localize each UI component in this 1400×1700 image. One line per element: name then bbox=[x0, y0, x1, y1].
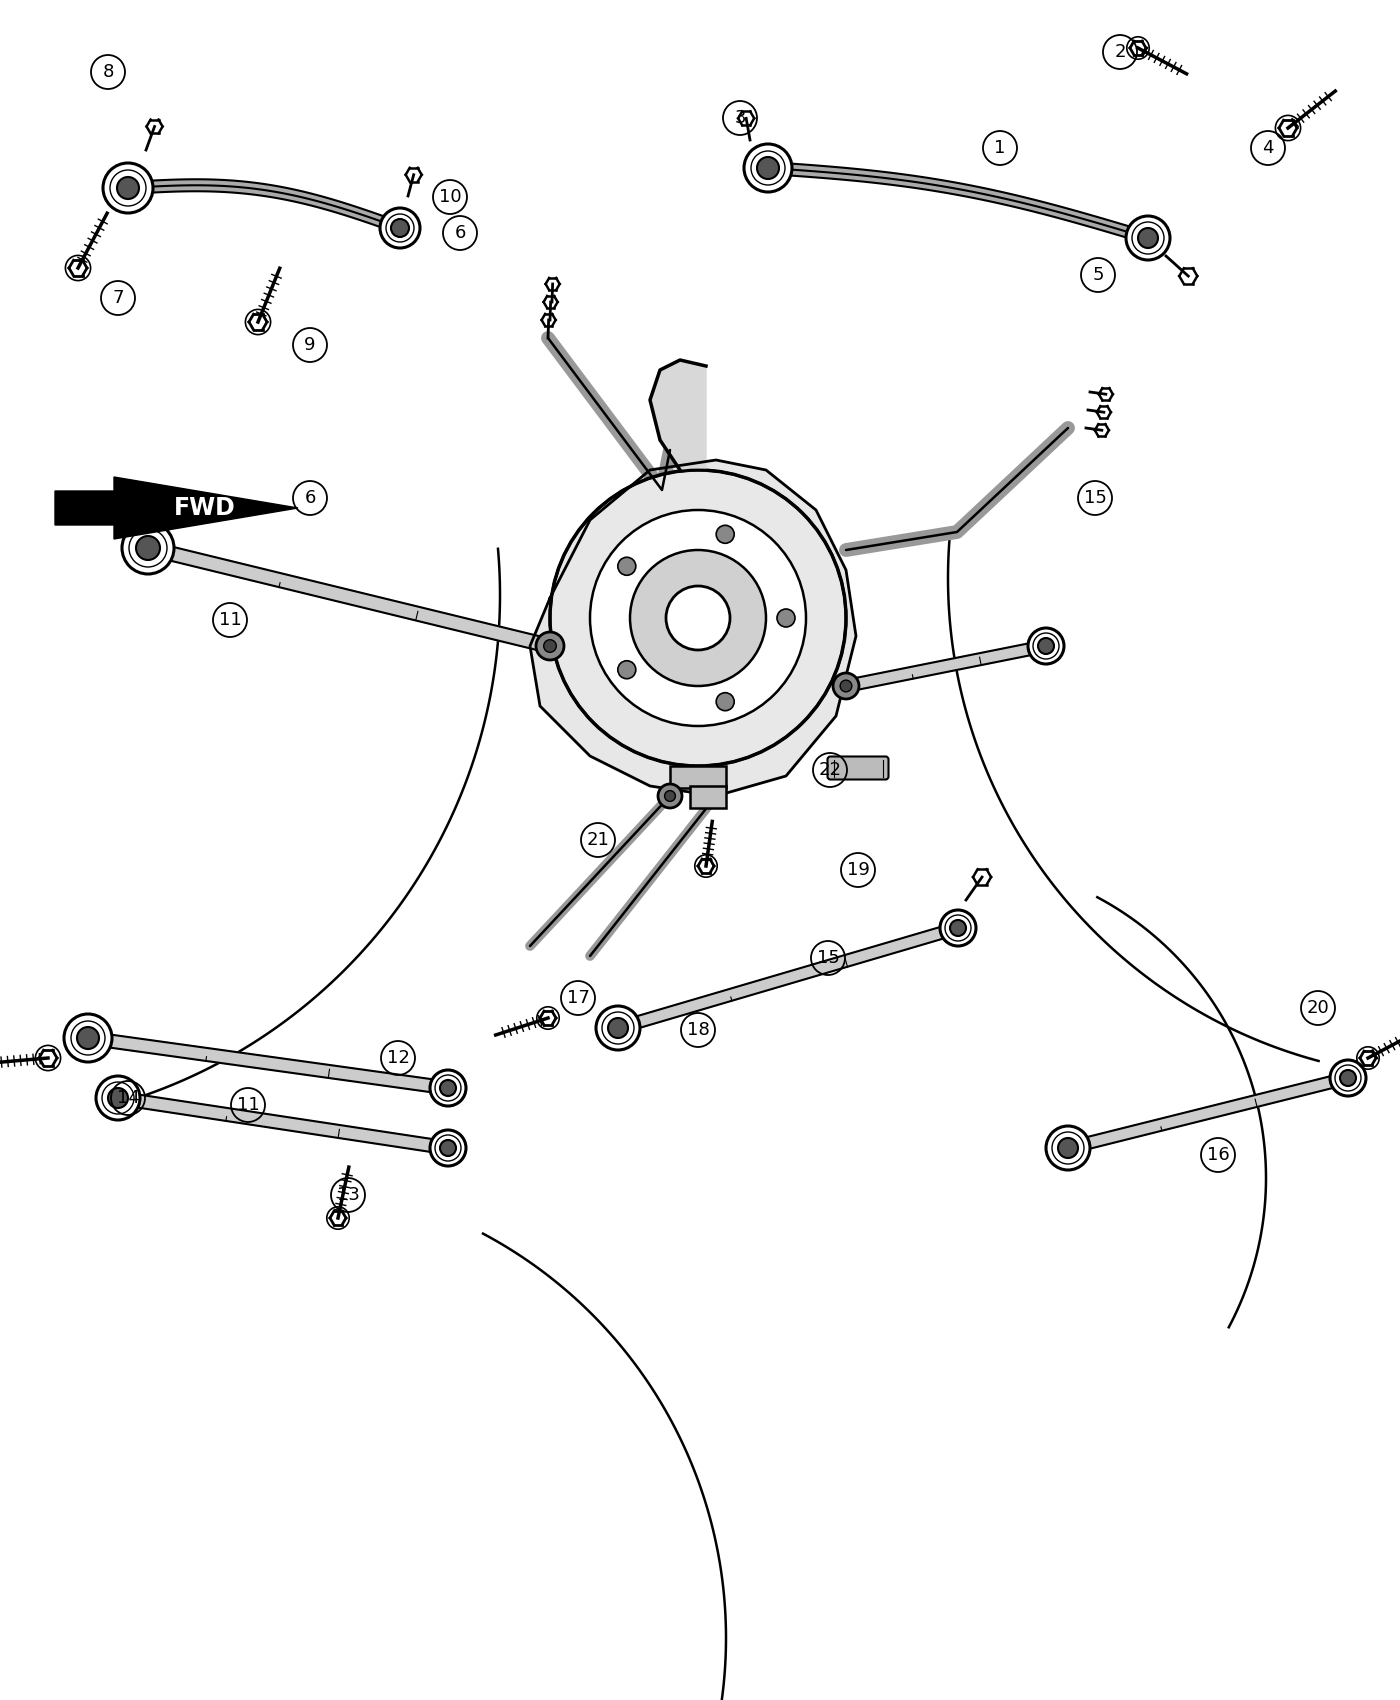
Circle shape bbox=[440, 1141, 456, 1156]
Polygon shape bbox=[147, 541, 552, 653]
Text: 15: 15 bbox=[816, 949, 840, 967]
Text: 13: 13 bbox=[336, 1187, 360, 1204]
Circle shape bbox=[608, 1018, 629, 1039]
Text: 7: 7 bbox=[112, 289, 123, 308]
FancyBboxPatch shape bbox=[671, 767, 727, 789]
Polygon shape bbox=[87, 1032, 449, 1095]
Circle shape bbox=[939, 910, 976, 945]
Text: 19: 19 bbox=[847, 860, 869, 879]
Text: 3: 3 bbox=[734, 109, 746, 127]
Polygon shape bbox=[844, 641, 1047, 692]
Polygon shape bbox=[118, 1091, 449, 1154]
Circle shape bbox=[122, 522, 174, 575]
Circle shape bbox=[951, 920, 966, 937]
Circle shape bbox=[617, 661, 636, 678]
Circle shape bbox=[430, 1130, 466, 1166]
Text: 8: 8 bbox=[102, 63, 113, 82]
Circle shape bbox=[717, 692, 734, 711]
Text: 12: 12 bbox=[386, 1049, 409, 1068]
FancyBboxPatch shape bbox=[690, 785, 727, 808]
Circle shape bbox=[118, 177, 139, 199]
Circle shape bbox=[1037, 638, 1054, 654]
Polygon shape bbox=[531, 461, 855, 796]
Circle shape bbox=[757, 156, 778, 178]
Circle shape bbox=[617, 558, 636, 575]
Polygon shape bbox=[1067, 1073, 1350, 1154]
Text: 11: 11 bbox=[237, 1096, 259, 1114]
Text: 16: 16 bbox=[1207, 1146, 1229, 1165]
Circle shape bbox=[543, 639, 556, 653]
Circle shape bbox=[717, 525, 734, 544]
Text: 21: 21 bbox=[587, 831, 609, 848]
Circle shape bbox=[1126, 216, 1170, 260]
Text: 15: 15 bbox=[1084, 490, 1106, 507]
Polygon shape bbox=[55, 478, 298, 539]
Circle shape bbox=[1340, 1069, 1357, 1086]
Polygon shape bbox=[650, 360, 706, 469]
Text: 11: 11 bbox=[218, 610, 241, 629]
Polygon shape bbox=[616, 921, 959, 1034]
Text: 6: 6 bbox=[455, 224, 466, 241]
Circle shape bbox=[1046, 1125, 1091, 1170]
Circle shape bbox=[658, 784, 682, 808]
Text: 22: 22 bbox=[819, 762, 841, 779]
Circle shape bbox=[440, 1080, 456, 1096]
Circle shape bbox=[630, 551, 766, 687]
Circle shape bbox=[536, 632, 564, 660]
Circle shape bbox=[136, 536, 160, 559]
Circle shape bbox=[97, 1076, 140, 1120]
Circle shape bbox=[777, 609, 795, 627]
Circle shape bbox=[1138, 228, 1158, 248]
FancyBboxPatch shape bbox=[827, 756, 889, 780]
Text: 10: 10 bbox=[438, 189, 462, 206]
Circle shape bbox=[1330, 1061, 1366, 1096]
Circle shape bbox=[77, 1027, 99, 1049]
Circle shape bbox=[840, 680, 851, 692]
Circle shape bbox=[391, 219, 409, 236]
Circle shape bbox=[108, 1088, 127, 1108]
Circle shape bbox=[589, 510, 806, 726]
Text: 14: 14 bbox=[116, 1090, 140, 1107]
Circle shape bbox=[1028, 627, 1064, 665]
Text: 18: 18 bbox=[686, 1022, 710, 1039]
Text: 6: 6 bbox=[304, 490, 315, 507]
Circle shape bbox=[666, 586, 729, 649]
Text: FWD: FWD bbox=[174, 496, 235, 520]
Circle shape bbox=[596, 1006, 640, 1051]
Circle shape bbox=[1058, 1137, 1078, 1158]
Text: 9: 9 bbox=[304, 337, 316, 354]
Text: 5: 5 bbox=[1092, 265, 1103, 284]
Circle shape bbox=[743, 144, 792, 192]
Circle shape bbox=[64, 1013, 112, 1062]
Text: 4: 4 bbox=[1263, 139, 1274, 156]
Text: 20: 20 bbox=[1306, 1000, 1330, 1017]
Text: 2: 2 bbox=[1114, 42, 1126, 61]
Circle shape bbox=[379, 207, 420, 248]
Circle shape bbox=[550, 469, 846, 767]
Text: 17: 17 bbox=[567, 989, 589, 1006]
Circle shape bbox=[104, 163, 153, 212]
Circle shape bbox=[430, 1069, 466, 1107]
Text: 1: 1 bbox=[994, 139, 1005, 156]
Circle shape bbox=[665, 790, 675, 801]
Circle shape bbox=[833, 673, 860, 699]
